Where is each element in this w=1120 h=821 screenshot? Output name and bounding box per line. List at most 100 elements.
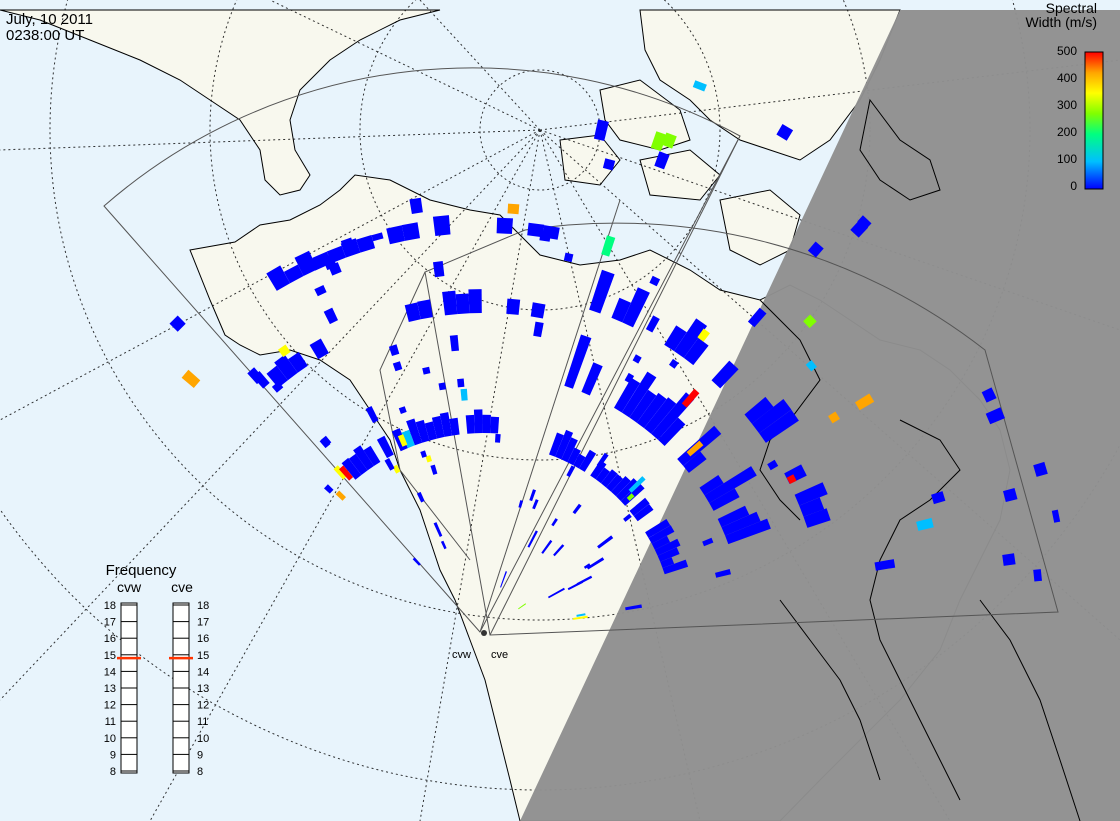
echo-cell (759, 409, 799, 443)
frequency-tick-label: 10 (104, 733, 116, 745)
fov-cvw (103, 67, 741, 633)
echo-cell (648, 525, 675, 544)
echo-cell (636, 392, 667, 429)
echo-cell (473, 409, 483, 434)
echo-cell (725, 518, 771, 545)
fov-cve (424, 222, 1059, 636)
echo-cell (654, 538, 681, 556)
echo-cell (776, 124, 794, 141)
echo-cell (657, 547, 680, 562)
echo-cell (786, 474, 797, 484)
echo-cell (392, 464, 401, 474)
echo-cell (425, 455, 432, 463)
frequency-panel: Frequency cvw cve 18 17 16 15 14 13 12 11 10 9 8 1… (104, 562, 210, 778)
frequency-tick-label: 16 (104, 633, 116, 645)
echo-cell (985, 407, 1005, 425)
echo-cell (310, 255, 325, 271)
echo-cell (319, 437, 331, 449)
echo-cell (704, 466, 757, 503)
echo-cell (401, 429, 415, 449)
echo-cell (855, 393, 875, 411)
echo-cell (553, 544, 565, 557)
echo-cell (563, 252, 574, 263)
echo-cell (324, 484, 334, 494)
echo-cell (527, 222, 545, 238)
echo-cell (482, 414, 491, 434)
echo-cell (702, 537, 714, 547)
echo-cell (533, 321, 544, 338)
echo-cell (440, 540, 447, 550)
echo-cell (799, 497, 825, 517)
echo-cell (384, 458, 395, 471)
echo-cell (744, 396, 774, 424)
echo-cell (632, 354, 642, 364)
echo-cell (697, 328, 710, 342)
echo-cell (386, 225, 405, 245)
echo-cell (328, 262, 342, 276)
echo-cell (669, 358, 679, 369)
echo-cell (624, 372, 635, 384)
echo-cell (388, 344, 400, 356)
echo-cell (397, 434, 408, 447)
time-label: 0238:00 UT (6, 27, 84, 44)
colorbar-tick: 100 (1057, 152, 1077, 166)
radar-site-marker (481, 630, 487, 636)
echo-cell (602, 158, 616, 171)
echo-cell (404, 302, 421, 322)
echo-cell (805, 360, 817, 372)
echo-cell (564, 334, 592, 389)
echo-cell (412, 557, 421, 566)
echo-cell (1033, 569, 1042, 582)
echo-cell (278, 344, 291, 358)
echo-cell (561, 437, 578, 463)
echo-cell (333, 465, 348, 480)
echo-cell (433, 261, 445, 278)
echo-cell (576, 613, 586, 617)
echo-cell (601, 469, 618, 488)
echo-cell (567, 447, 581, 466)
echo-cell (309, 338, 329, 360)
echo-cell (417, 299, 433, 320)
echo-cell (1051, 509, 1061, 523)
land-siberia (0, 9, 441, 196)
frequency-tick-label: 17 (197, 617, 209, 629)
frequency-tick-label: 17 (104, 617, 116, 629)
colorbar-gradient (1084, 51, 1104, 190)
frequency-tick-label: 15 (197, 650, 209, 662)
echo-cell (579, 449, 597, 472)
echo-cell (294, 250, 318, 276)
frequency-title: Frequency (106, 562, 177, 579)
echo-cell (649, 275, 661, 287)
echo-cell (683, 451, 707, 473)
echo-cell (662, 559, 689, 575)
echo-cell (572, 615, 588, 620)
frequency-tick-label: 8 (110, 766, 116, 778)
frequency-tick-label: 11 (197, 716, 208, 728)
echo-cell (654, 151, 670, 170)
echo-cell (424, 421, 437, 441)
echo-cell (401, 222, 420, 241)
echo-cell (583, 563, 591, 569)
echo-cell (438, 382, 447, 391)
echo-cell (371, 232, 384, 242)
echo-cell (629, 497, 650, 516)
echo-cell (406, 418, 423, 446)
echo-cell (661, 132, 677, 149)
echo-cell (625, 604, 642, 611)
echo-cell (623, 513, 632, 522)
night-shading (520, 10, 1120, 821)
echo-cell (495, 433, 501, 443)
echo-cell (686, 440, 704, 457)
frequency-column-cve: 18 17 16 15 14 13 12 11 10 9 8 (169, 600, 209, 778)
echo-cell (715, 569, 731, 578)
header: July, 10 2011 0238:00 UT (6, 11, 93, 44)
radar-sites: cvw cve (452, 630, 508, 661)
colorbar-tick: 200 (1057, 125, 1077, 139)
echo-cell (660, 557, 675, 568)
echo-cell (430, 464, 438, 475)
radar-echoes (169, 80, 1061, 620)
echo-cell (335, 490, 346, 501)
echo-cell (527, 530, 538, 548)
echo-cell (420, 450, 427, 458)
echo-cell (500, 571, 507, 588)
